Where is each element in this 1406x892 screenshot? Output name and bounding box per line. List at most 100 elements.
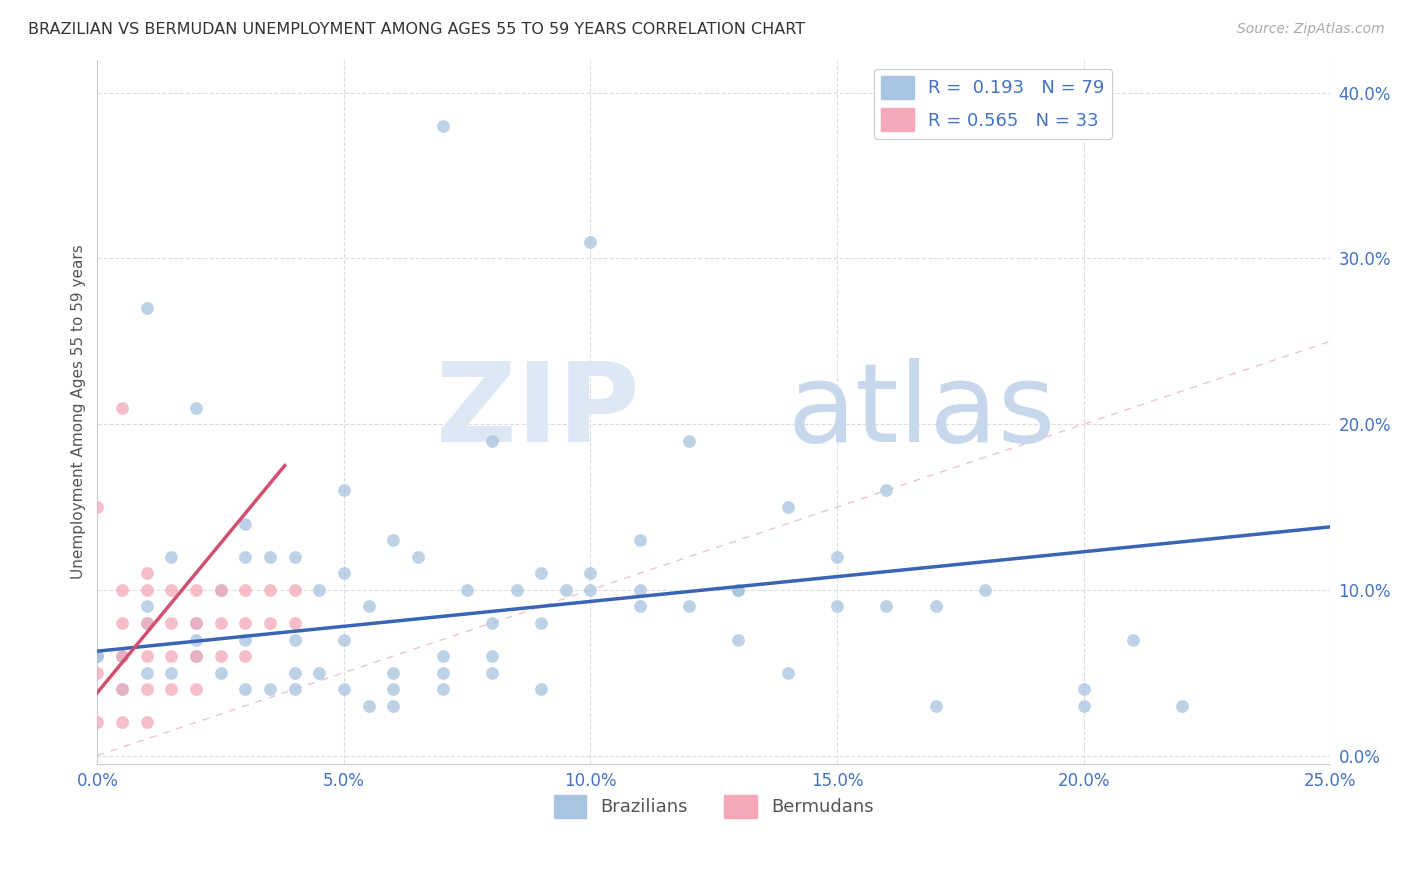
Point <box>481 665 503 680</box>
Point <box>209 615 232 630</box>
Point <box>233 516 256 531</box>
Point <box>111 649 134 664</box>
Point <box>579 235 602 249</box>
Point <box>554 582 576 597</box>
Point <box>233 582 256 597</box>
Point <box>333 632 356 647</box>
Point <box>333 566 356 581</box>
Point <box>776 500 799 514</box>
Point <box>135 615 157 630</box>
Point <box>259 615 281 630</box>
Text: ZIP: ZIP <box>436 359 640 466</box>
Point <box>135 566 157 581</box>
Point <box>727 582 749 597</box>
Point <box>233 549 256 564</box>
Point <box>259 582 281 597</box>
Point <box>160 649 183 664</box>
Point <box>406 549 429 564</box>
Point <box>209 649 232 664</box>
Point <box>160 549 183 564</box>
Point <box>259 549 281 564</box>
Point <box>184 649 207 664</box>
Point <box>135 682 157 697</box>
Point <box>135 582 157 597</box>
Point <box>678 434 700 448</box>
Point <box>432 649 454 664</box>
Point <box>233 615 256 630</box>
Point <box>284 665 307 680</box>
Point <box>135 715 157 730</box>
Point <box>86 500 108 514</box>
Point <box>382 698 405 713</box>
Point <box>233 682 256 697</box>
Point <box>875 483 897 498</box>
Point <box>432 682 454 697</box>
Point <box>530 615 553 630</box>
Point <box>284 615 307 630</box>
Point <box>184 682 207 697</box>
Point <box>333 483 356 498</box>
Point <box>111 401 134 415</box>
Point <box>86 665 108 680</box>
Point <box>1171 698 1194 713</box>
Point <box>382 665 405 680</box>
Text: atlas: atlas <box>787 359 1056 466</box>
Point <box>160 682 183 697</box>
Text: BRAZILIAN VS BERMUDAN UNEMPLOYMENT AMONG AGES 55 TO 59 YEARS CORRELATION CHART: BRAZILIAN VS BERMUDAN UNEMPLOYMENT AMONG… <box>28 22 806 37</box>
Point <box>184 632 207 647</box>
Legend: Brazilians, Bermudans: Brazilians, Bermudans <box>547 788 882 825</box>
Point <box>135 615 157 630</box>
Point <box>135 301 157 315</box>
Point <box>184 582 207 597</box>
Point <box>233 649 256 664</box>
Point <box>111 649 134 664</box>
Point <box>135 649 157 664</box>
Point <box>1073 698 1095 713</box>
Point <box>86 649 108 664</box>
Point <box>1073 682 1095 697</box>
Point <box>308 665 330 680</box>
Point <box>974 582 997 597</box>
Point <box>184 615 207 630</box>
Point <box>284 582 307 597</box>
Point <box>727 632 749 647</box>
Point <box>86 715 108 730</box>
Point <box>628 582 651 597</box>
Point <box>481 615 503 630</box>
Point <box>628 533 651 548</box>
Point <box>111 682 134 697</box>
Point <box>875 599 897 614</box>
Point <box>432 119 454 133</box>
Point <box>160 582 183 597</box>
Point <box>86 649 108 664</box>
Point <box>628 599 651 614</box>
Point <box>135 599 157 614</box>
Point <box>530 566 553 581</box>
Point <box>924 599 946 614</box>
Point <box>111 682 134 697</box>
Point <box>308 582 330 597</box>
Point <box>776 665 799 680</box>
Point <box>678 599 700 614</box>
Point <box>135 665 157 680</box>
Point <box>357 599 380 614</box>
Point <box>111 615 134 630</box>
Point <box>382 533 405 548</box>
Point <box>579 582 602 597</box>
Point <box>259 682 281 697</box>
Point <box>333 682 356 697</box>
Point <box>924 698 946 713</box>
Point <box>233 632 256 647</box>
Point <box>160 615 183 630</box>
Point <box>481 649 503 664</box>
Point <box>111 715 134 730</box>
Point <box>209 582 232 597</box>
Text: Source: ZipAtlas.com: Source: ZipAtlas.com <box>1237 22 1385 37</box>
Point <box>505 582 527 597</box>
Point <box>825 549 848 564</box>
Point <box>432 665 454 680</box>
Point <box>284 549 307 564</box>
Point <box>209 665 232 680</box>
Point <box>284 632 307 647</box>
Point <box>727 582 749 597</box>
